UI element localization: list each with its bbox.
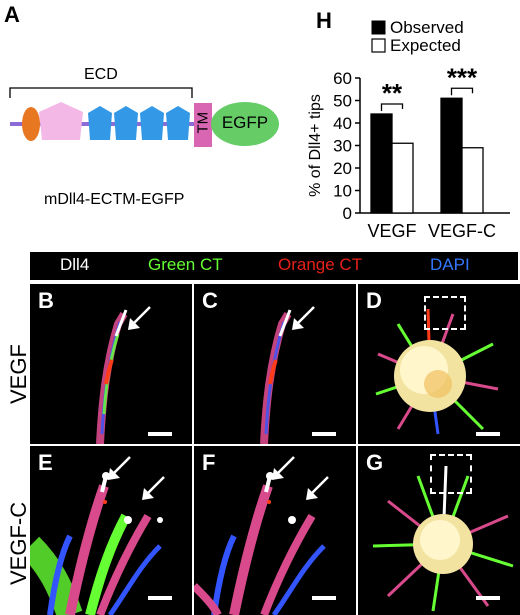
- panel-h-letter: H: [316, 8, 332, 33]
- inset-box: [424, 296, 466, 330]
- row-label-vegf-c: VEGF-C: [6, 501, 31, 585]
- micrograph-e: E: [30, 446, 192, 615]
- pink-domain: [39, 102, 83, 140]
- arrow-icon: [108, 456, 131, 480]
- significance-bracket: [380, 103, 404, 111]
- spheroid-d: [375, 308, 499, 435]
- y-tick-label: 60: [333, 69, 352, 88]
- bar-expected-vegf-c: [461, 147, 484, 214]
- micrograph-b-letter: B: [38, 288, 54, 313]
- significance-stars: ***: [447, 62, 478, 92]
- micrograph-g-letter: G: [366, 450, 384, 475]
- legend-green-ct: Green CT: [148, 255, 223, 274]
- legend-dapi: DAPI: [430, 255, 470, 274]
- y-tick-label: 10: [333, 182, 352, 201]
- egf-domain-3: [140, 106, 164, 140]
- y-tick-label: 30: [333, 137, 352, 156]
- egf-domain-4: [166, 106, 190, 140]
- arrow-icon: [128, 306, 151, 330]
- micrograph-d: D: [358, 284, 520, 444]
- micrograph-d-letter: D: [366, 288, 382, 313]
- micrograph-c-letter: C: [202, 288, 218, 313]
- scale-bar: [476, 432, 500, 436]
- bar-observed-vegf-c: [440, 97, 463, 214]
- bar-observed-vegf: [370, 113, 393, 214]
- construct-name: mDll4-ECTM-EGFP: [44, 191, 185, 208]
- egf-domain-1: [88, 106, 112, 140]
- legend-swatch-expected: [371, 38, 386, 53]
- legend-orange-ct: Orange CT: [278, 255, 363, 274]
- vessel-sprouts-f: [194, 472, 326, 615]
- scale-bar: [476, 596, 500, 600]
- y-axis-label: % of Dll4+ tips: [307, 94, 324, 197]
- tm-box: [194, 103, 212, 147]
- legend-dll4: Dll4: [60, 255, 90, 274]
- vessel-sprout-c: [260, 309, 292, 444]
- y-tick-label: 40: [333, 114, 352, 133]
- panel-a-letter: A: [4, 2, 20, 27]
- scale-bar: [148, 432, 172, 436]
- ecd-label: ECD: [84, 66, 118, 83]
- scale-bar: [312, 432, 336, 436]
- micrograph-f: F: [194, 446, 356, 615]
- micrograph-b: B: [30, 284, 192, 444]
- legend-label-expected: Expected: [390, 36, 461, 55]
- legend-swatch-observed: [371, 20, 386, 35]
- bar-expected-vegf: [391, 142, 414, 214]
- construct-diagram: [9, 87, 279, 147]
- scale-bar: [312, 596, 336, 600]
- arrow-icon: [272, 456, 295, 480]
- row-label-vegf: VEGF: [6, 344, 31, 404]
- significance-stars: **: [382, 78, 403, 108]
- egfp-label: EGFP: [221, 113, 269, 132]
- y-tick-label: 0: [343, 204, 352, 223]
- egfp-ellipse: [211, 102, 279, 146]
- x-tick-label: VEGF: [367, 221, 416, 241]
- micrograph-c: C: [194, 284, 356, 444]
- orange-domain: [22, 107, 40, 141]
- arrow-icon: [292, 306, 315, 330]
- y-tick-label: 20: [333, 159, 352, 178]
- ecd-bracket: [9, 87, 193, 98]
- y-tick-label: 50: [333, 92, 352, 111]
- spheroid-g: [372, 465, 514, 612]
- inset-box: [430, 454, 472, 494]
- x-tick-label: VEGF-C: [428, 221, 496, 241]
- vessel-sprout-b: [96, 309, 128, 444]
- micrograph-g: G: [358, 446, 520, 615]
- vessel-sprouts-e: [30, 472, 163, 615]
- tm-label: TM: [194, 111, 212, 134]
- legend-label-observed: Observed: [390, 18, 464, 37]
- micrograph-f-letter: F: [202, 450, 216, 475]
- arrow-icon: [306, 476, 329, 500]
- channel-legend: Dll4 Green CT Orange CT DAPI: [30, 252, 518, 280]
- arrow-icon: [142, 476, 165, 500]
- micrograph-e-letter: E: [38, 450, 53, 475]
- egf-domain-2: [114, 106, 138, 140]
- significance-bracket: [450, 87, 474, 96]
- bar-chart: 0 10 20 30 40 50 60 % of Dll4+ tips VEGF VEGF-C **…: [307, 18, 510, 241]
- scale-bar: [148, 596, 172, 600]
